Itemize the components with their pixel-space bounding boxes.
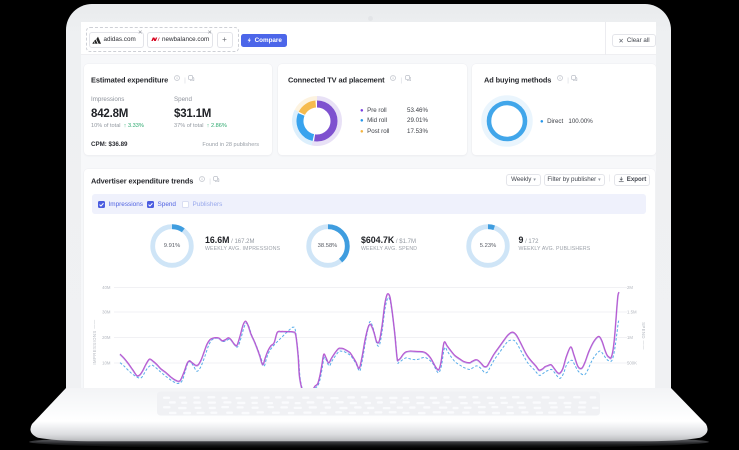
svg-text:SPEND ——: SPEND ——: [641, 322, 646, 350]
svg-text:IMPRESSIONS ——: IMPRESSIONS ——: [92, 319, 97, 365]
svg-text:1.5M: 1.5M: [627, 310, 637, 315]
svg-text:30M: 30M: [102, 310, 111, 315]
svg-text:2M: 2M: [627, 285, 633, 290]
svg-text:20M: 20M: [102, 335, 111, 340]
svg-text:10M: 10M: [102, 361, 111, 366]
svg-text:1M: 1M: [627, 335, 633, 340]
svg-text:500K: 500K: [627, 361, 637, 366]
svg-text:40M: 40M: [102, 285, 111, 290]
